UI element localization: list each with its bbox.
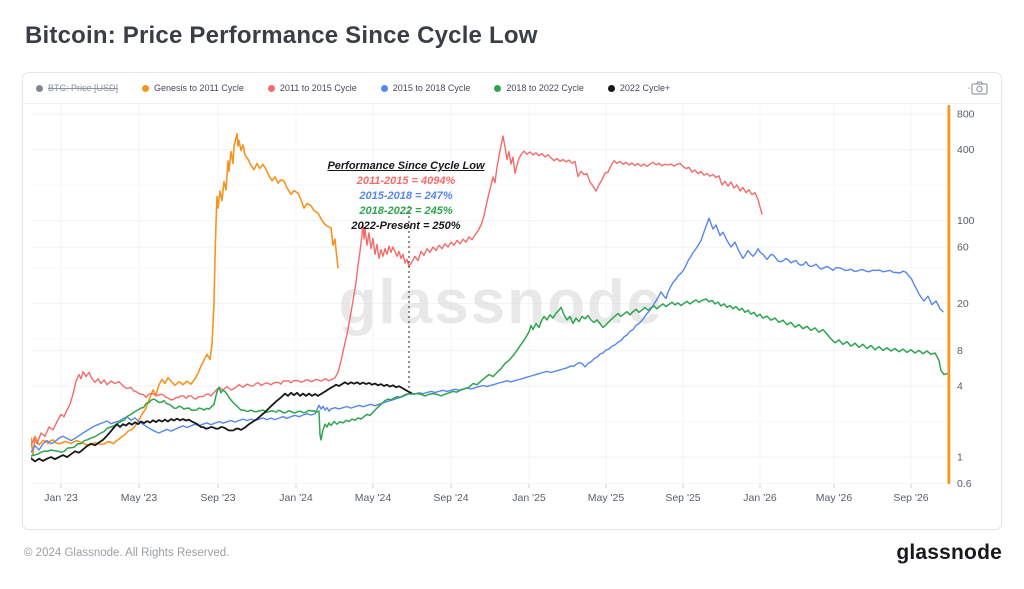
x-tick-label: May '24: [355, 492, 392, 504]
y-tick-label: 800: [957, 109, 975, 121]
legend-label: BTC: Price [USD]: [48, 83, 119, 93]
performance-chart: Jan '23 May '23 Sep '23 Jan '24 May '24 Sep '…: [31, 105, 975, 504]
legend-item-4[interactable]: 2018 to 2022 Cycle: [494, 83, 584, 93]
chart-card: BTC: Price [USD] Genesis to 2011 Cycle 201…: [22, 72, 1002, 530]
x-tick-label: Jan '25: [512, 492, 546, 504]
legend-dot: [267, 84, 275, 92]
legend-dot: [380, 84, 388, 92]
watermark: glassnode: [339, 268, 664, 337]
x-tick-label: May '23: [121, 492, 158, 504]
y-tick-label: 4: [957, 380, 963, 392]
x-tick-label: Sep '25: [665, 492, 700, 504]
legend-label: Genesis to 2011 Cycle: [154, 83, 244, 93]
y-tick-label: 20: [957, 298, 969, 310]
chart-area[interactable]: Jan '23 May '23 Sep '23 Jan '24 May '24 Sep '…: [23, 104, 1001, 529]
series-line-0: [31, 132, 339, 456]
x-tick-label: May '25: [588, 492, 625, 504]
y-tick-label: 8: [957, 345, 963, 357]
glassnode-wordmark: glassnode: [896, 541, 1002, 564]
legend-item-5[interactable]: 2022 Cycle+: [607, 83, 671, 93]
legend-label: 2011 to 2015 Cycle: [279, 83, 357, 93]
camera-icon[interactable]: [971, 81, 988, 95]
legend-label: 2022 Cycle+: [619, 83, 671, 93]
y-tick-label: 100: [957, 215, 975, 227]
y-tick-label: 60: [957, 241, 969, 253]
x-tick-label: Jan '23: [44, 492, 78, 504]
x-tick-label: Jan '24: [279, 492, 313, 504]
y-tick-label: 0.6: [957, 478, 972, 490]
series-line-2: [31, 217, 944, 453]
series-line-1: [31, 135, 763, 447]
series-line-4: [31, 381, 412, 463]
x-tick-label: Sep '26: [893, 492, 928, 504]
legend-item-3[interactable]: 2015 to 2018 Cycle: [380, 83, 471, 93]
legend-dot: [607, 84, 615, 92]
legend-dot: [142, 84, 150, 92]
x-tick-label: Sep '23: [200, 492, 235, 504]
legend-item-0[interactable]: BTC: Price [USD]: [36, 83, 118, 93]
page-title: Bitcoin: Price Performance Since Cycle L…: [25, 22, 538, 49]
y-tick-label: 400: [957, 144, 975, 156]
legend-dot: [36, 84, 43, 92]
copyright-text: © 2024 Glassnode. All Rights Reserved.: [24, 547, 230, 559]
x-tick-label: May '26: [816, 492, 853, 504]
legend-label: 2015 to 2018 Cycle: [392, 83, 471, 93]
legend-overflow-dash: -: [967, 82, 971, 94]
legend-item-1[interactable]: Genesis to 2011 Cycle: [142, 83, 244, 93]
y-tick-label: 1: [957, 452, 963, 464]
legend-row: BTC: Price [USD] Genesis to 2011 Cycle 201…: [23, 73, 1001, 104]
x-tick-label: Jan '26: [743, 492, 777, 504]
legend-dot: [494, 84, 502, 92]
x-tick-label: Sep '24: [433, 492, 468, 504]
series-line-3: [31, 298, 948, 457]
legend: BTC: Price [USD] Genesis to 2011 Cycle 201…: [36, 83, 964, 93]
legend-label: 2018 to 2022 Cycle: [506, 83, 584, 93]
legend-item-2[interactable]: 2011 to 2015 Cycle: [267, 83, 357, 93]
